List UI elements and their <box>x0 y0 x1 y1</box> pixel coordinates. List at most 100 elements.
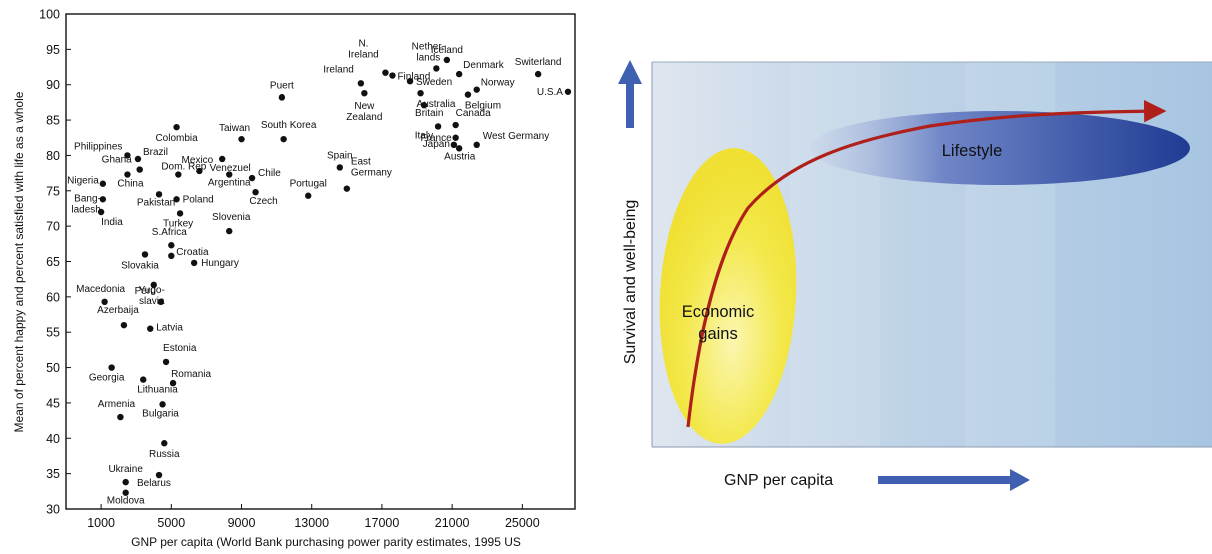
data-point: Iceland <box>431 45 463 64</box>
y-tick-label: 60 <box>46 290 60 304</box>
data-point: Austria <box>444 145 476 162</box>
point-label: Ireland <box>323 64 354 75</box>
y-tick-label: 75 <box>46 184 60 198</box>
point-marker <box>473 86 480 93</box>
point-label: Turkey <box>163 218 193 229</box>
data-point: China <box>117 171 144 190</box>
data-point: Czech <box>249 189 278 207</box>
point-label: Belgium <box>465 101 501 112</box>
data-point: Switerland <box>515 57 562 78</box>
point-label: Venezuel <box>210 163 251 174</box>
data-point: Turkey <box>163 210 193 229</box>
point-label: N. Ireland <box>348 39 379 61</box>
data-point: Brazil <box>134 147 168 163</box>
point-label: Dom. Rep <box>161 162 206 173</box>
x-tick-label: 9000 <box>228 516 256 530</box>
data-point: South Korea <box>261 120 317 143</box>
scatter-chart: 30 35 40 45 50 55 60 65 70 75 80 85 90 95 100 1000 5000… <box>12 8 576 549</box>
x-axis: 1000 5000 9000 13000 17000 21000 25000 <box>87 504 540 530</box>
point-marker <box>168 252 175 260</box>
data-point: S.Africa <box>152 227 187 249</box>
data-point: Dom. Rep <box>161 162 207 178</box>
point-marker <box>122 489 129 496</box>
point-marker <box>238 135 245 143</box>
x-tick-label: 5000 <box>157 516 185 530</box>
x-tick-label: 13000 <box>294 516 329 530</box>
data-point: Poland <box>173 194 214 205</box>
point-marker <box>169 379 177 387</box>
point-marker <box>173 196 180 203</box>
point-label: Bang-ladesh <box>71 193 100 215</box>
point-marker <box>343 185 351 192</box>
point-label: Croatia <box>176 247 209 258</box>
point-label: U.S.A <box>537 87 563 98</box>
point-label: Mexico <box>182 155 214 166</box>
point-label: Britain <box>415 108 443 119</box>
point-marker <box>420 102 428 109</box>
point-label: Ukraine <box>108 464 143 475</box>
point-marker <box>97 208 105 216</box>
data-point: Japan <box>423 139 458 150</box>
data-point: Romania <box>169 369 212 387</box>
point-marker <box>433 65 440 72</box>
point-label: Czech <box>249 196 277 207</box>
point-marker <box>406 77 414 85</box>
point-marker <box>161 440 168 447</box>
point-label: Iceland <box>431 45 463 56</box>
point-marker <box>361 90 368 97</box>
data-point: Ukraine <box>108 464 143 486</box>
point-label: Philippines <box>74 141 122 152</box>
point-marker <box>452 121 459 129</box>
data-point: N. Ireland <box>348 39 389 76</box>
point-label: Nether-lands <box>412 41 445 63</box>
point-label: Russia <box>149 449 180 460</box>
data-point: Bang-ladesh <box>71 193 107 215</box>
data-point: Spain <box>327 150 353 171</box>
data-point: Croatia <box>168 247 209 260</box>
point-label: Finland <box>397 72 430 83</box>
point-label: Belarus <box>137 478 171 489</box>
point-label: Nigeria <box>67 176 99 187</box>
data-point: Norway <box>473 78 515 93</box>
y-tick-label: 95 <box>46 43 60 57</box>
data-point: Pakistan <box>137 191 175 208</box>
point-marker <box>141 251 149 258</box>
point-label: Poland <box>183 194 214 205</box>
point-label: China <box>117 179 144 190</box>
point-marker <box>120 321 128 329</box>
data-point: Britain <box>415 102 443 119</box>
y-tick-label: 50 <box>46 361 60 375</box>
point-label: Hungary <box>201 258 239 269</box>
point-marker <box>226 227 233 235</box>
data-point: Philippines <box>74 141 131 159</box>
point-marker <box>173 123 180 131</box>
diagram-band-1 <box>790 62 880 447</box>
x-tick-label: 21000 <box>435 516 470 530</box>
point-marker <box>443 56 451 64</box>
y-tick-label: 45 <box>46 396 60 410</box>
point-label: Macedonia <box>76 284 125 295</box>
point-label: Italy <box>415 130 433 141</box>
data-point: Ghana <box>102 155 143 173</box>
point-label: New Zealand <box>346 101 382 123</box>
data-point: Yugo-slavia <box>139 281 165 307</box>
data-point: Hungary <box>190 258 239 269</box>
data-point: Venezuel <box>210 155 251 174</box>
point-marker <box>196 167 203 175</box>
data-point: Taiwan <box>219 123 250 143</box>
data-point: West Germany <box>473 131 549 149</box>
data-point: Georgia <box>89 364 125 384</box>
point-label: West Germany <box>483 131 549 142</box>
point-label: Peru <box>135 286 156 297</box>
point-label: Australia <box>417 99 456 110</box>
point-marker <box>175 171 182 178</box>
point-label: Switerland <box>515 57 562 68</box>
diagram-x-label: GNP per capita <box>724 472 833 489</box>
point-marker <box>248 174 256 182</box>
point-marker <box>464 91 472 98</box>
data-point: Estonia <box>162 343 197 366</box>
point-label: Chile <box>258 168 281 179</box>
point-label: Spain <box>327 150 353 161</box>
data-point: Portugal <box>290 179 327 199</box>
